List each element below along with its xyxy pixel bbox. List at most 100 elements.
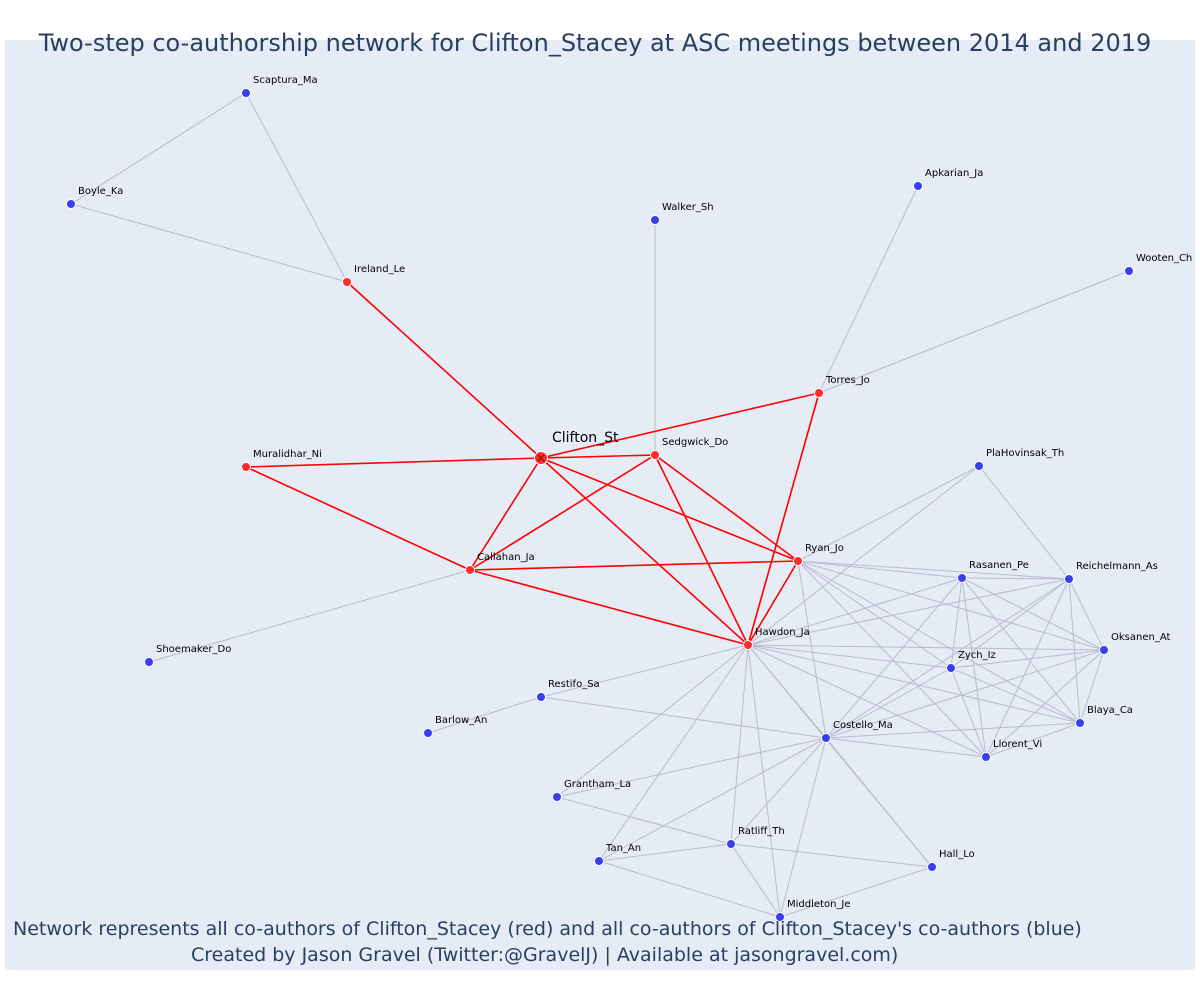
node-marker[interactable] — [1064, 574, 1074, 584]
node-marker[interactable] — [342, 277, 352, 287]
node-marker[interactable] — [552, 792, 562, 802]
secondary-edge — [747, 644, 1081, 724]
node-scaptura-ma[interactable]: Scaptura_Ma — [241, 75, 318, 98]
node-ireland-le[interactable]: Ireland_Le — [342, 264, 406, 287]
node-label: Torres_Jo — [825, 375, 870, 386]
primary-edge — [245, 466, 471, 571]
secondary-edge — [950, 667, 1081, 724]
secondary-edge — [797, 465, 980, 562]
secondary-edge — [961, 577, 1070, 580]
node-marker[interactable] — [241, 88, 251, 98]
node-zych-iz[interactable]: Zych_Iz — [946, 650, 996, 673]
secondary-edge — [950, 649, 1105, 669]
node-costello-ma[interactable]: Costello_Ma — [821, 720, 893, 743]
secondary-edge — [797, 560, 963, 579]
node-marker[interactable] — [1099, 645, 1109, 655]
node-torres-jo[interactable]: Torres_Jo — [814, 375, 870, 398]
node-muralidhar-ni[interactable]: Muralidhar_Ni — [241, 449, 322, 472]
node-marker[interactable] — [594, 856, 604, 866]
node-marker[interactable] — [821, 733, 831, 743]
node-label: Blaya_Ca — [1087, 705, 1133, 716]
node-restifo-sa[interactable]: Restifo_Sa — [536, 679, 600, 702]
secondary-edge — [1079, 649, 1105, 724]
secondary-edge — [797, 560, 1105, 651]
node-llorent-vi[interactable]: Llorent_Vi — [981, 739, 1043, 762]
node-marker[interactable] — [814, 388, 824, 398]
secondary-edge — [825, 667, 952, 739]
node-marker[interactable] — [144, 657, 154, 667]
node-marker[interactable] — [650, 215, 660, 225]
node-shoemaker-do[interactable]: Shoemaker_Do — [144, 644, 232, 667]
node-ryan-jo[interactable]: Ryan_Jo — [793, 543, 844, 566]
primary-edge — [245, 457, 542, 468]
node-label: Costello_Ma — [833, 720, 893, 731]
node-barlow-an[interactable]: Barlow_An — [423, 715, 488, 738]
secondary-edge — [598, 843, 732, 862]
node-hall-lo[interactable]: Hall_Lo — [927, 849, 975, 872]
node-plahovinsak-th[interactable]: PlaHovinsak_Th — [974, 448, 1065, 471]
node-marker[interactable] — [423, 728, 433, 738]
secondary-edge — [747, 465, 980, 646]
node-oksanen-at[interactable]: Oksanen_At — [1099, 632, 1171, 655]
node-marker[interactable] — [650, 450, 660, 460]
secondary-edge — [747, 578, 1070, 646]
primary-edge — [469, 569, 749, 646]
node-marker[interactable] — [974, 461, 984, 471]
secondary-edge — [950, 578, 1070, 669]
node-callahan-ja[interactable]: Callahan_Ja — [465, 552, 535, 575]
node-marker[interactable] — [913, 181, 923, 191]
secondary-edge — [961, 577, 987, 758]
secondary-edges — [70, 92, 1130, 918]
node-blaya-ca[interactable]: Blaya_Ca — [1075, 705, 1133, 728]
node-wooten-ch[interactable]: Wooten_Ch — [1124, 253, 1193, 276]
node-marker[interactable] — [1075, 718, 1085, 728]
node-clifton-st[interactable]: Clifton_St — [534, 430, 620, 465]
node-marker[interactable] — [536, 692, 546, 702]
node-marker[interactable] — [66, 199, 76, 209]
primary-edge — [540, 392, 820, 459]
node-marker[interactable] — [743, 640, 753, 650]
node-label: Zych_Iz — [958, 650, 996, 661]
secondary-edge — [825, 737, 987, 758]
node-label: Ratliff_Th — [738, 826, 785, 837]
node-marker[interactable] — [726, 839, 736, 849]
node-sedgwick-do[interactable]: Sedgwick_Do — [650, 437, 729, 460]
node-marker[interactable] — [957, 573, 967, 583]
node-marker[interactable] — [927, 862, 937, 872]
node-tan-an[interactable]: Tan_An — [594, 843, 642, 866]
node-marker[interactable] — [775, 912, 785, 922]
node-label: Ireland_Le — [354, 264, 405, 275]
node-middleton-je[interactable]: Middleton_Je — [775, 899, 851, 922]
node-apkarian-ja[interactable]: Apkarian_Ja — [913, 168, 984, 191]
secondary-edge — [598, 737, 827, 862]
node-reichelmann-as[interactable]: Reichelmann_As — [1064, 561, 1158, 584]
node-marker[interactable] — [946, 663, 956, 673]
node-walker-sh[interactable]: Walker_Sh — [650, 202, 714, 225]
secondary-edge — [825, 578, 1070, 739]
node-rasanen-pe[interactable]: Rasanen_Pe — [957, 560, 1029, 583]
secondary-edge — [950, 577, 963, 669]
node-label: Scaptura_Ma — [253, 75, 318, 86]
node-marker[interactable] — [241, 462, 251, 472]
node-label: Middleton_Je — [787, 899, 851, 910]
primary-edges — [245, 281, 820, 646]
primary-edge — [346, 281, 542, 459]
node-hawdon-ja[interactable]: Hawdon_Ja — [743, 627, 810, 650]
node-grantham-la[interactable]: Grantham_La — [552, 779, 632, 802]
node-marker[interactable] — [465, 565, 475, 575]
primary-edge — [540, 457, 749, 646]
secondary-edge — [978, 465, 1070, 580]
node-label: Apkarian_Ja — [925, 168, 983, 179]
primary-edge — [469, 457, 542, 571]
secondary-edge — [818, 185, 919, 394]
node-ratliff-th[interactable]: Ratliff_Th — [726, 826, 785, 849]
node-boyle-ka[interactable]: Boyle_Ka — [66, 186, 124, 209]
secondary-edge — [779, 866, 933, 918]
node-marker[interactable] — [793, 556, 803, 566]
node-marker[interactable] — [1124, 266, 1134, 276]
secondary-edge — [985, 722, 1081, 758]
node-marker[interactable] — [981, 752, 991, 762]
secondary-edge — [1068, 578, 1105, 651]
secondary-edge — [598, 644, 749, 862]
